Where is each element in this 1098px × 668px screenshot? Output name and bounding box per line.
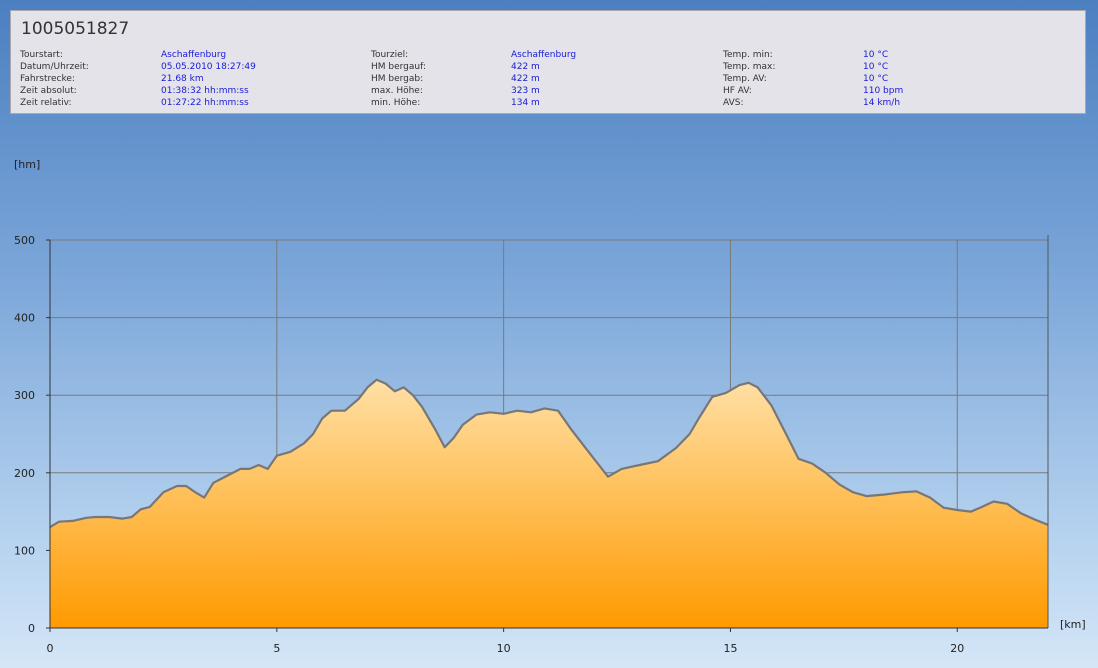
info-value: 10 °C <box>863 74 889 84</box>
x-tick-label: 20 <box>950 642 964 655</box>
y-axis-unit-label: [hm] <box>14 158 40 171</box>
info-label: Temp. max: <box>723 62 776 72</box>
info-label: Temp. min: <box>723 50 773 60</box>
info-label: Tourziel: <box>371 50 409 60</box>
info-label: Zeit relativ: <box>20 98 72 108</box>
info-value: 10 °C <box>863 62 889 72</box>
x-tick-label: 0 <box>47 642 54 655</box>
info-label: Datum/Uhrzeit: <box>20 62 89 72</box>
info-value: 14 km/h <box>863 98 901 108</box>
info-label: min. Höhe: <box>371 98 421 108</box>
info-value: 422 m <box>511 74 540 84</box>
info-label: HF AV: <box>723 86 752 96</box>
tick-labels: 0 100 200 300 400 500 0 5 10 15 20 <box>14 234 964 655</box>
info-value: Aschaffenburg <box>511 50 577 60</box>
tour-info-panel: 1005051827 Tourstart: Aschaffenburg Datum… <box>10 10 1086 114</box>
y-tick-label: 100 <box>14 544 35 557</box>
info-value: 323 m <box>511 86 540 96</box>
info-label: HM bergab: <box>371 74 424 84</box>
info-value: 10 °C <box>863 50 889 60</box>
info-value: Aschaffenburg <box>161 50 227 60</box>
y-tick-label: 400 <box>14 312 35 325</box>
info-label: Temp. AV: <box>723 74 767 84</box>
info-label: HM bergauf: <box>371 62 426 72</box>
y-tick-label: 200 <box>14 467 35 480</box>
info-label: AVS: <box>723 98 744 108</box>
info-value: 110 bpm <box>863 86 904 96</box>
info-label: Fahrstrecke: <box>20 74 75 84</box>
axes <box>46 235 1049 632</box>
info-value: 01:38:32 hh:mm:ss <box>161 86 249 96</box>
info-value: 422 m <box>511 62 540 72</box>
info-value: 134 m <box>511 98 540 108</box>
info-label: Tourstart: <box>20 50 63 60</box>
tour-id-title: 1005051827 <box>21 19 130 39</box>
x-tick-label: 10 <box>497 642 511 655</box>
info-value: 05.05.2010 18:27:49 <box>161 62 256 72</box>
x-axis-unit-label: [km] <box>1060 618 1086 631</box>
elevation-area <box>50 379 1048 628</box>
info-label: Zeit absolut: <box>20 86 77 96</box>
y-tick-label: 0 <box>28 622 35 635</box>
info-label: max. Höhe: <box>371 86 423 96</box>
y-tick-label: 500 <box>14 234 35 247</box>
info-value: 01:27:22 hh:mm:ss <box>161 98 249 108</box>
y-tick-label: 300 <box>14 389 35 402</box>
x-tick-label: 5 <box>273 642 280 655</box>
x-tick-label: 15 <box>723 642 737 655</box>
info-value: 21.68 km <box>161 74 204 84</box>
elevation-line <box>49 378 1049 529</box>
